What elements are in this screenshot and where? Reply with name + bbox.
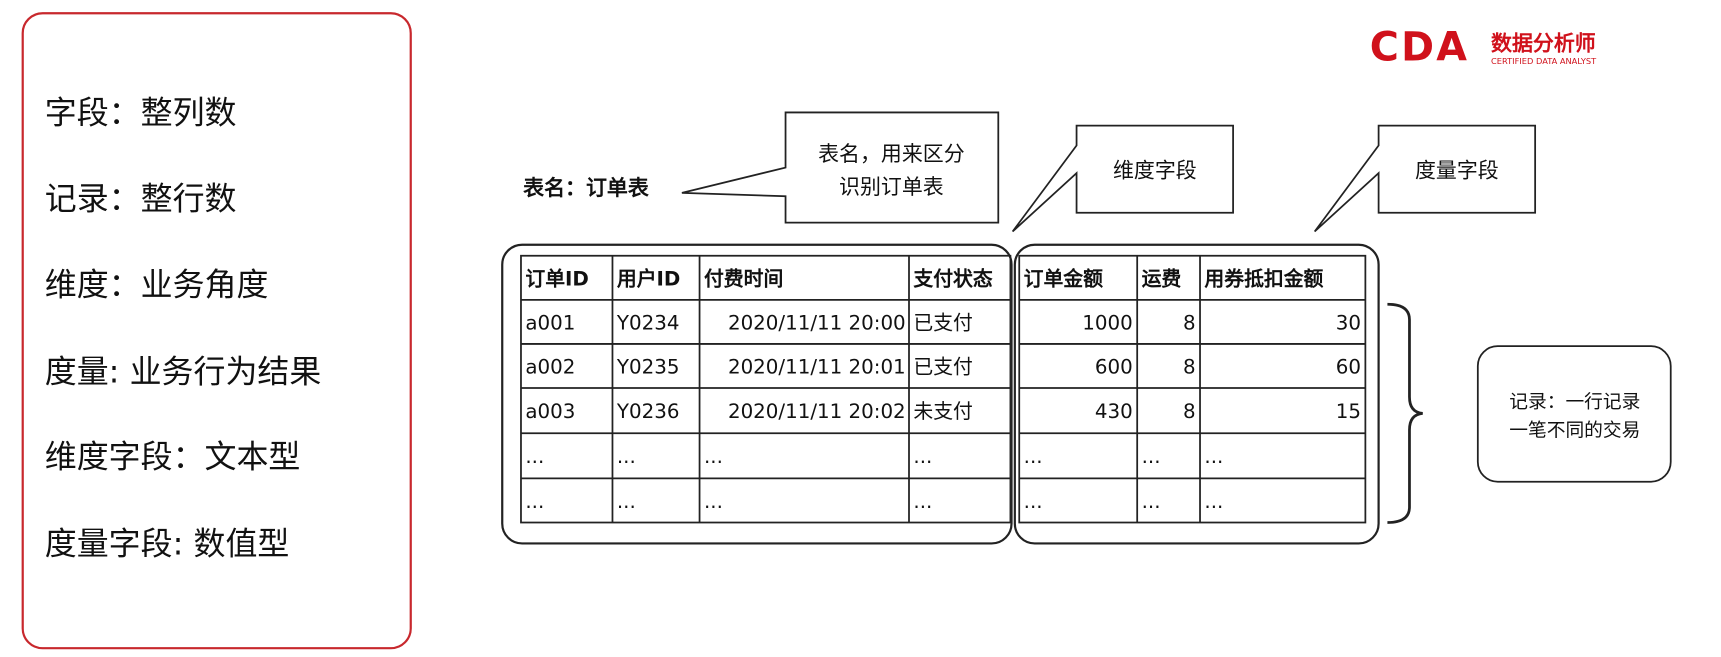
column-header: 用券抵扣金额 — [1204, 268, 1323, 291]
column-header: 运费 — [1142, 268, 1182, 291]
table-cell: ... — [617, 490, 636, 513]
measure-callout — [1313, 124, 1537, 233]
definitions-panel — [21, 12, 412, 650]
table-cell: 8 — [1183, 356, 1196, 379]
table-cell: ... — [1024, 445, 1043, 468]
column-header: 订单ID — [525, 268, 589, 291]
table-cell: Y0235 — [616, 356, 680, 379]
table-cell: a001 — [525, 312, 575, 335]
table-cell: ... — [1142, 445, 1161, 468]
table-cell: 2020/11/11 20:01 — [728, 356, 906, 379]
order-table: 订单ID 用户ID 付费时间 支付状态 订单金额 运费 用券抵扣金额 a001 Y0234 202… — [520, 254, 1367, 524]
callout-text: 表名，用来区分 — [818, 142, 965, 166]
dimension-group — [501, 243, 1013, 545]
measure-group — [1013, 243, 1380, 545]
column-header: 支付状态 — [912, 268, 992, 291]
table-left-border — [520, 254, 1012, 524]
table-cell: ... — [1024, 490, 1043, 513]
table-cell: 15 — [1336, 400, 1361, 423]
table-cell: Y0234 — [616, 312, 680, 335]
table-cell: ... — [525, 445, 544, 468]
column-header: 付费时间 — [704, 268, 783, 291]
table-cell: 8 — [1183, 400, 1196, 423]
table-cell: ... — [1204, 490, 1223, 513]
definition-item: 维度：业务角度 — [45, 265, 269, 303]
table-cell: a003 — [525, 400, 575, 423]
callout-text: 维度字段 — [1113, 158, 1197, 182]
callout-text: 识别订单表 — [839, 175, 944, 199]
definition-item: 字段：整列数 — [45, 93, 237, 131]
table-cell: ... — [617, 445, 636, 468]
table-cell: ... — [1204, 445, 1223, 468]
table-cell: Y0236 — [616, 400, 680, 423]
table-cell: 30 — [1336, 312, 1361, 335]
table-title: 表名：订单表 — [523, 176, 649, 200]
table-cell: ... — [704, 490, 723, 513]
table-right-border — [1018, 254, 1367, 524]
callout-text: 度量字段 — [1415, 158, 1499, 182]
svg-text:CDA: CDA — [1370, 25, 1469, 71]
table-cell: ... — [913, 490, 932, 513]
definition-item: 度量字段: 数值型 — [45, 524, 290, 562]
definition-item: 维度字段：文本型 — [45, 437, 301, 475]
definition-item: 度量: 业务行为结果 — [45, 353, 322, 391]
table-cell: ... — [525, 490, 544, 513]
table-name-callout — [681, 111, 1000, 224]
table-cell: 2020/11/11 20:00 — [728, 312, 906, 335]
dimension-callout — [1011, 124, 1234, 233]
svg-text:CERTIFIED DATA ANALYST: CERTIFIED DATA ANALYST — [1491, 56, 1597, 66]
callout-text: 一笔不同的交易 — [1509, 421, 1640, 442]
table-cell: ... — [704, 445, 723, 468]
table-cell: a002 — [525, 356, 575, 379]
table-cell: 2020/11/11 20:02 — [728, 400, 906, 423]
table-cell: ... — [913, 445, 932, 468]
table-cell: 1000 — [1082, 312, 1132, 335]
table-cell: 430 — [1095, 400, 1133, 423]
svg-text:数据分析师: 数据分析师 — [1491, 32, 1596, 56]
cda-logo: CDA 数据分析师 CERTIFIED DATA ANALYST — [1370, 25, 1597, 71]
table-cell: 60 — [1336, 356, 1361, 379]
table-cell: 已支付 — [913, 356, 972, 379]
column-header: 订单金额 — [1024, 268, 1103, 291]
table-cell: 8 — [1183, 312, 1196, 335]
table-cell: 600 — [1095, 356, 1133, 379]
record-callout — [1476, 345, 1672, 483]
table-cell: 已支付 — [913, 312, 972, 335]
callout-text: 记录：一行记录 — [1509, 392, 1640, 413]
table-cell: 未支付 — [913, 400, 972, 423]
column-header: 用户ID — [617, 268, 681, 291]
definition-item: 记录：整行数 — [45, 179, 237, 217]
record-brace — [1387, 302, 1423, 524]
table-cell: ... — [1142, 490, 1161, 513]
